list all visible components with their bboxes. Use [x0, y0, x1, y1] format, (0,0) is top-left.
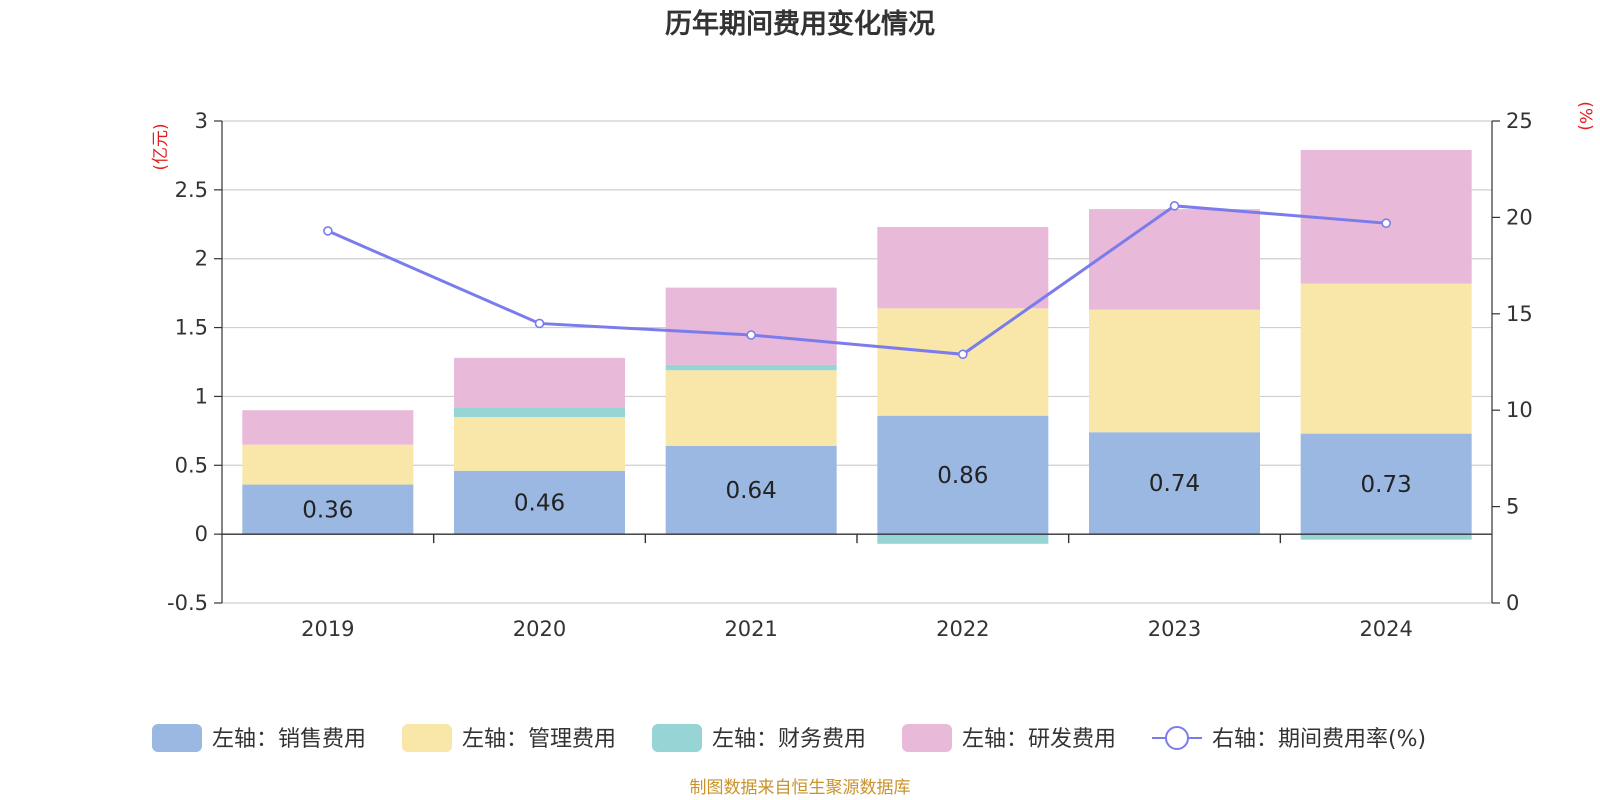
rate-point	[1381, 218, 1391, 228]
bar-segment	[454, 407, 625, 418]
data-label: 0.86	[937, 463, 988, 489]
legend-label: 左轴：财务费用	[712, 727, 866, 752]
right-tick-label: 0	[1506, 591, 1519, 615]
bar-segment	[877, 227, 1049, 309]
legend: 左轴：销售费用 左轴：管理费用 左轴：财务费用 左轴：研发费用 右轴：期间费用率(%)	[152, 724, 1426, 752]
bar-segment	[242, 484, 414, 535]
axes: -0.5 0 0.5 1 1.5 2 2.5 3 0 5 10 15 20 25 2019 2020 2021 2…	[167, 109, 1533, 641]
x-tick-label: 2022	[936, 617, 989, 641]
left-tick-label: 1.5	[175, 316, 208, 340]
rate-line	[323, 201, 1391, 360]
rate-point	[958, 349, 968, 360]
x-tick-label: 2023	[1148, 617, 1201, 641]
legend-swatch	[652, 724, 702, 752]
bar-segment	[454, 470, 625, 535]
left-tick-label: 3	[195, 109, 208, 133]
legend-swatch	[902, 724, 952, 752]
data-labels: 0.36 0.46 0.64 0.86 0.74 0.73	[302, 463, 1412, 523]
right-tick-label: 15	[1506, 302, 1533, 326]
source-note: 制图数据来自恒生聚源数据库	[690, 778, 911, 798]
bar-segment	[665, 446, 837, 535]
bar-segment	[877, 308, 1049, 416]
bar-segment	[242, 410, 414, 445]
bar-segment	[454, 417, 625, 471]
rate-point	[534, 318, 545, 329]
bars	[242, 149, 1472, 544]
rate-point	[323, 226, 333, 236]
legend-label: 左轴：研发费用	[962, 727, 1116, 752]
bar-segment	[454, 357, 625, 408]
bar-segment	[665, 370, 837, 447]
bar-segment	[1089, 309, 1260, 433]
data-label: 0.46	[514, 490, 565, 516]
bar-segment	[1300, 283, 1472, 434]
right-tick-label: 25	[1506, 109, 1533, 133]
chart-title: 历年期间费用变化情况	[665, 8, 935, 40]
left-tick-label: 0	[195, 522, 208, 546]
data-label: 0.73	[1361, 472, 1412, 498]
x-tick-label: 2024	[1359, 617, 1412, 641]
right-axis-unit: (%)	[1575, 101, 1595, 130]
bar-segment	[1300, 149, 1472, 284]
rate-point	[1169, 201, 1180, 211]
bar-segment	[242, 444, 414, 485]
bar-segment	[665, 287, 837, 365]
left-tick-label: 1	[195, 384, 208, 408]
bar-segment	[1089, 432, 1260, 535]
left-axis-unit: (亿元)	[151, 123, 171, 170]
rate-line-path	[327, 204, 1387, 356]
data-label: 0.36	[302, 497, 353, 523]
legend-label: 左轴：销售费用	[212, 727, 366, 752]
x-tick-label: 2021	[724, 617, 777, 641]
left-tick-label: -0.5	[167, 591, 208, 615]
bar-segment	[1300, 534, 1472, 540]
x-tick-label: 2020	[513, 617, 566, 641]
legend-label: 左轴：管理费用	[462, 727, 616, 752]
data-label: 0.74	[1149, 471, 1200, 497]
bar-segment	[1300, 433, 1472, 535]
right-tick-label: 10	[1506, 398, 1533, 422]
bar-segment	[665, 364, 837, 371]
left-tick-label: 2	[195, 247, 208, 271]
legend-swatch	[402, 724, 452, 752]
legend-swatch	[152, 724, 202, 752]
left-tick-label: 2.5	[175, 178, 208, 202]
data-label: 0.64	[726, 478, 777, 504]
legend-line-marker	[1165, 726, 1189, 750]
bar-segment	[877, 534, 1049, 544]
bar-segment	[1089, 209, 1260, 310]
rate-point	[746, 330, 756, 340]
right-tick-label: 20	[1506, 205, 1533, 229]
bar-segment	[877, 415, 1049, 535]
left-tick-label: 0.5	[175, 453, 208, 477]
x-tick-label: 2019	[301, 617, 354, 641]
legend-label: 右轴：期间费用率(%)	[1212, 727, 1426, 752]
right-tick-label: 5	[1506, 495, 1519, 519]
